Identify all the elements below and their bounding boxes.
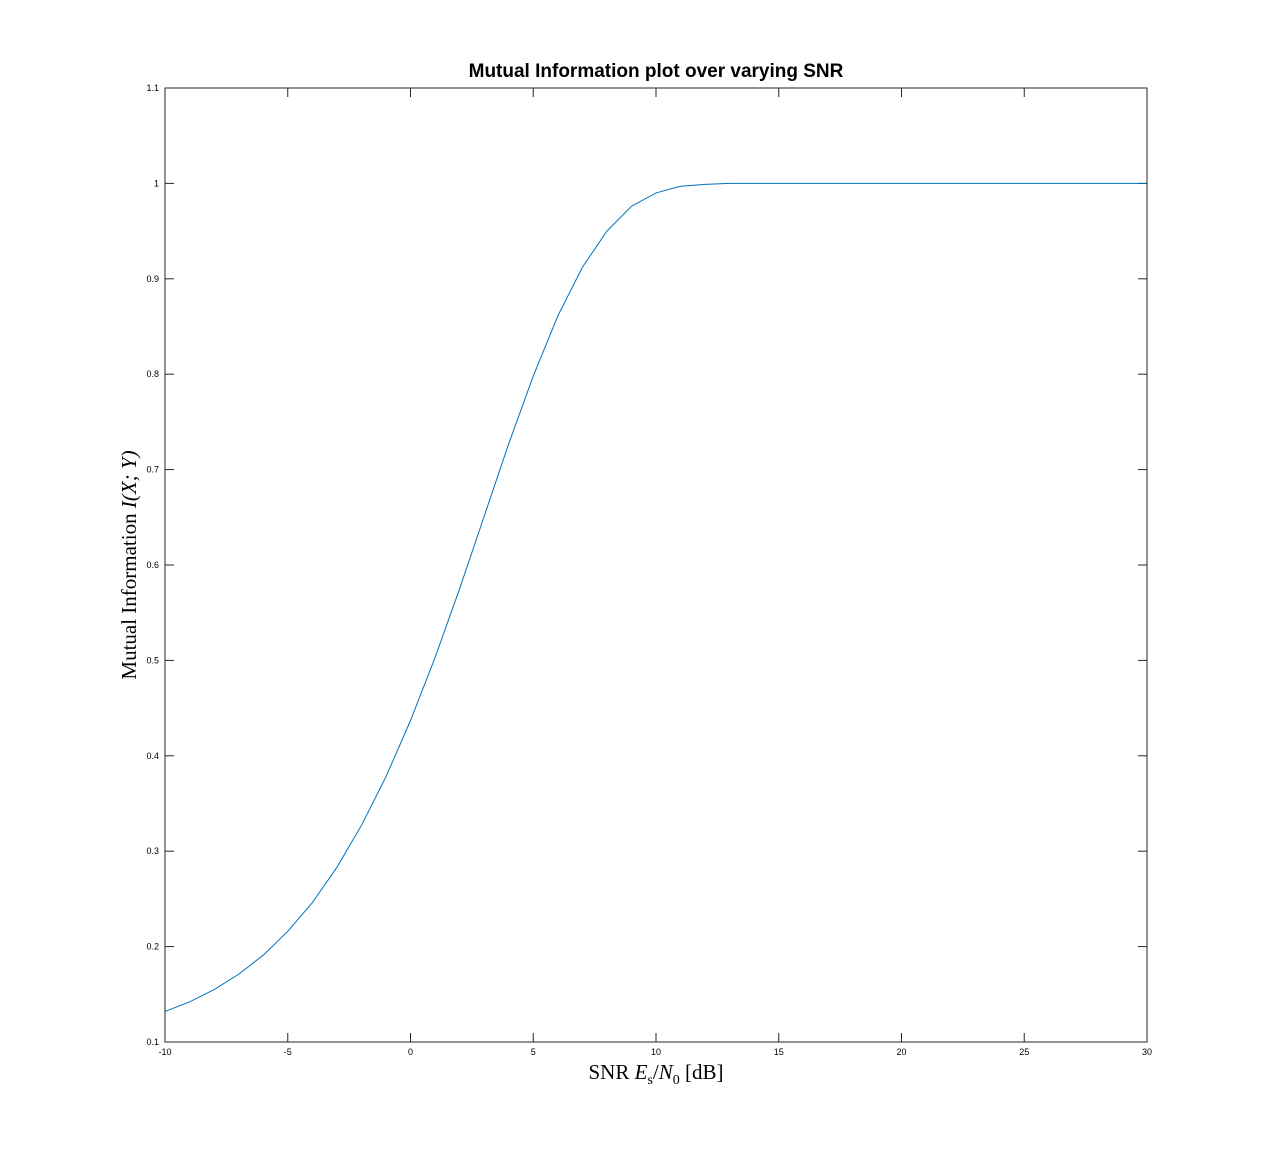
- x-axis-label-suffix: [dB]: [680, 1060, 724, 1084]
- y-tick-label: 1.1: [146, 83, 159, 93]
- y-tick-label: 0.5: [146, 655, 159, 665]
- y-axis-label-prefix: Mutual Information: [117, 508, 141, 679]
- y-tick-label: 0.9: [146, 274, 159, 284]
- x-tick-label: 30: [1142, 1047, 1152, 1057]
- plot-area: [165, 88, 1147, 1042]
- chart-title: Mutual Information plot over varying SNR: [469, 61, 844, 82]
- plot-frame: [164, 87, 1148, 1043]
- x-axis-label-prefix: SNR: [589, 1060, 635, 1084]
- x-tick-label: 10: [651, 1047, 661, 1057]
- x-axis-label: SNR Es/N0 [dB]: [589, 1060, 724, 1088]
- y-tick-label: 0.7: [146, 465, 159, 475]
- x-tick-label: -10: [158, 1047, 171, 1057]
- x-tick-label: 25: [1019, 1047, 1029, 1057]
- x-tick-label: 15: [774, 1047, 784, 1057]
- x-axis-label-sub: s: [647, 1073, 652, 1088]
- y-ticks: 0.1 0.2 0.3 0.4 0.5 0.6 0.7 0.8 0.9 1 1.1: [146, 83, 1147, 1047]
- y-tick-label: 0.8: [146, 369, 159, 379]
- y-tick-label: 0.6: [146, 560, 159, 570]
- x-axis-label-var2: N: [658, 1060, 674, 1084]
- y-tick-label: 0.4: [146, 751, 159, 761]
- series-line: [164, 182, 1147, 1012]
- x-tick-label: 0: [408, 1047, 413, 1057]
- y-tick-label: 1: [154, 178, 159, 188]
- x-axis-label-sub2: 0: [673, 1073, 680, 1088]
- y-tick-label: 0.1: [146, 1037, 159, 1047]
- y-axis-label: Mutual Information I(X; Y): [117, 450, 141, 679]
- x-tick-label: 5: [531, 1047, 536, 1057]
- y-tick-label: 0.3: [146, 846, 159, 856]
- x-tick-label: 20: [896, 1047, 906, 1057]
- x-axis-label-slash: /: [653, 1060, 659, 1084]
- x-tick-label: -5: [284, 1047, 292, 1057]
- y-axis-label-math: I(X; Y): [117, 450, 141, 509]
- y-tick-label: 0.2: [146, 942, 159, 952]
- x-axis-label-var: E: [634, 1060, 648, 1084]
